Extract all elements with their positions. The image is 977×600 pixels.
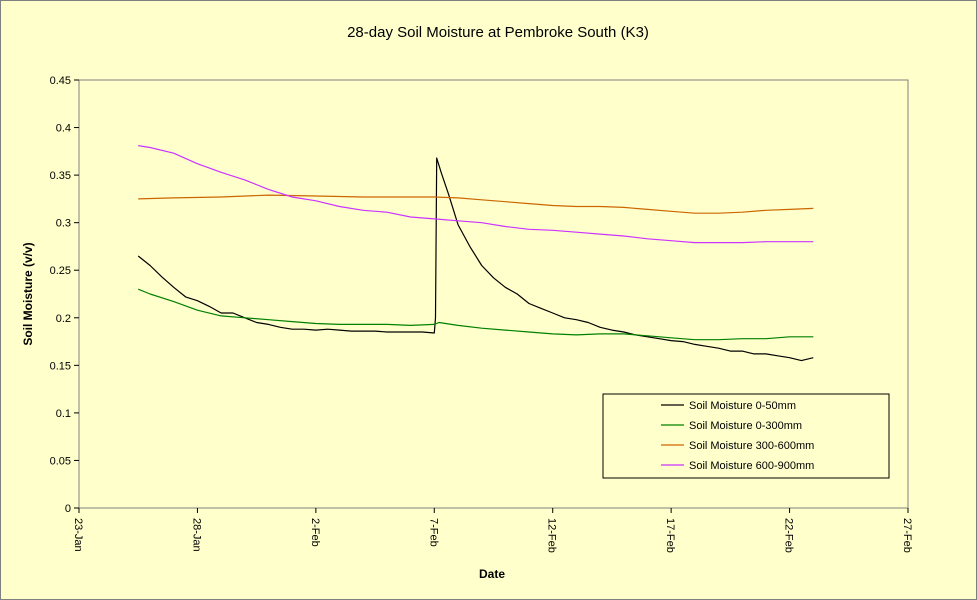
x-tick-label: 22-Feb bbox=[783, 518, 795, 553]
series-line-2 bbox=[138, 194, 814, 214]
y-tick-label: 0.15 bbox=[50, 360, 71, 372]
legend-label-2: Soil Moisture 300-600mm bbox=[689, 440, 814, 452]
y-tick-label: 0.2 bbox=[56, 313, 71, 325]
series-layer bbox=[137, 145, 814, 362]
y-tick-label: 0.25 bbox=[50, 265, 71, 277]
y-tick-label: 0.45 bbox=[50, 75, 71, 87]
x-tick-label: 17-Feb bbox=[664, 518, 676, 553]
y-tick-label: 0 bbox=[65, 503, 71, 515]
legend-label-0: Soil Moisture 0-50mm bbox=[689, 400, 796, 412]
series-line-1 bbox=[137, 288, 814, 341]
x-tick-label: 23-Jan bbox=[72, 518, 84, 552]
y-axis-title: Soil Moisture (v/v) bbox=[21, 242, 35, 345]
x-tick-label: 12-Feb bbox=[546, 518, 558, 553]
y-tick-label: 0.35 bbox=[50, 170, 71, 182]
series-line-3 bbox=[138, 145, 814, 244]
series-line-0 bbox=[137, 157, 814, 362]
x-tick-label: 28-Jan bbox=[190, 518, 202, 552]
x-axis: 23-Jan 28-Jan 2-Feb 7-Feb 12-Feb 17-Feb 22-Feb… bbox=[72, 508, 913, 553]
x-tick-label: 7-Feb bbox=[427, 518, 439, 547]
y-tick-label: 0.1 bbox=[56, 408, 71, 420]
y-tick-label: 0.4 bbox=[56, 123, 71, 135]
y-tick-label: 0.3 bbox=[56, 218, 71, 230]
chart-title: 28-day Soil Moisture at Pembroke South (… bbox=[347, 24, 649, 41]
y-tick-label: 0.05 bbox=[50, 455, 71, 467]
x-axis-title: Date bbox=[479, 567, 505, 581]
legend-label-3: Soil Moisture 600-900mm bbox=[689, 460, 814, 472]
x-tick-label: 2-Feb bbox=[309, 518, 321, 547]
legend-label-1: Soil Moisture 0-300mm bbox=[689, 420, 802, 432]
legend-box bbox=[602, 393, 890, 479]
x-tick-label: 27-Feb bbox=[901, 518, 913, 553]
legend: Soil Moisture 0-50mm Soil Moisture 0-300m… bbox=[602, 393, 890, 479]
y-axis: 0 0.05 0.1 0.15 0.2 0.25 0.3 0.35 0.4 0.45 bbox=[50, 75, 79, 515]
